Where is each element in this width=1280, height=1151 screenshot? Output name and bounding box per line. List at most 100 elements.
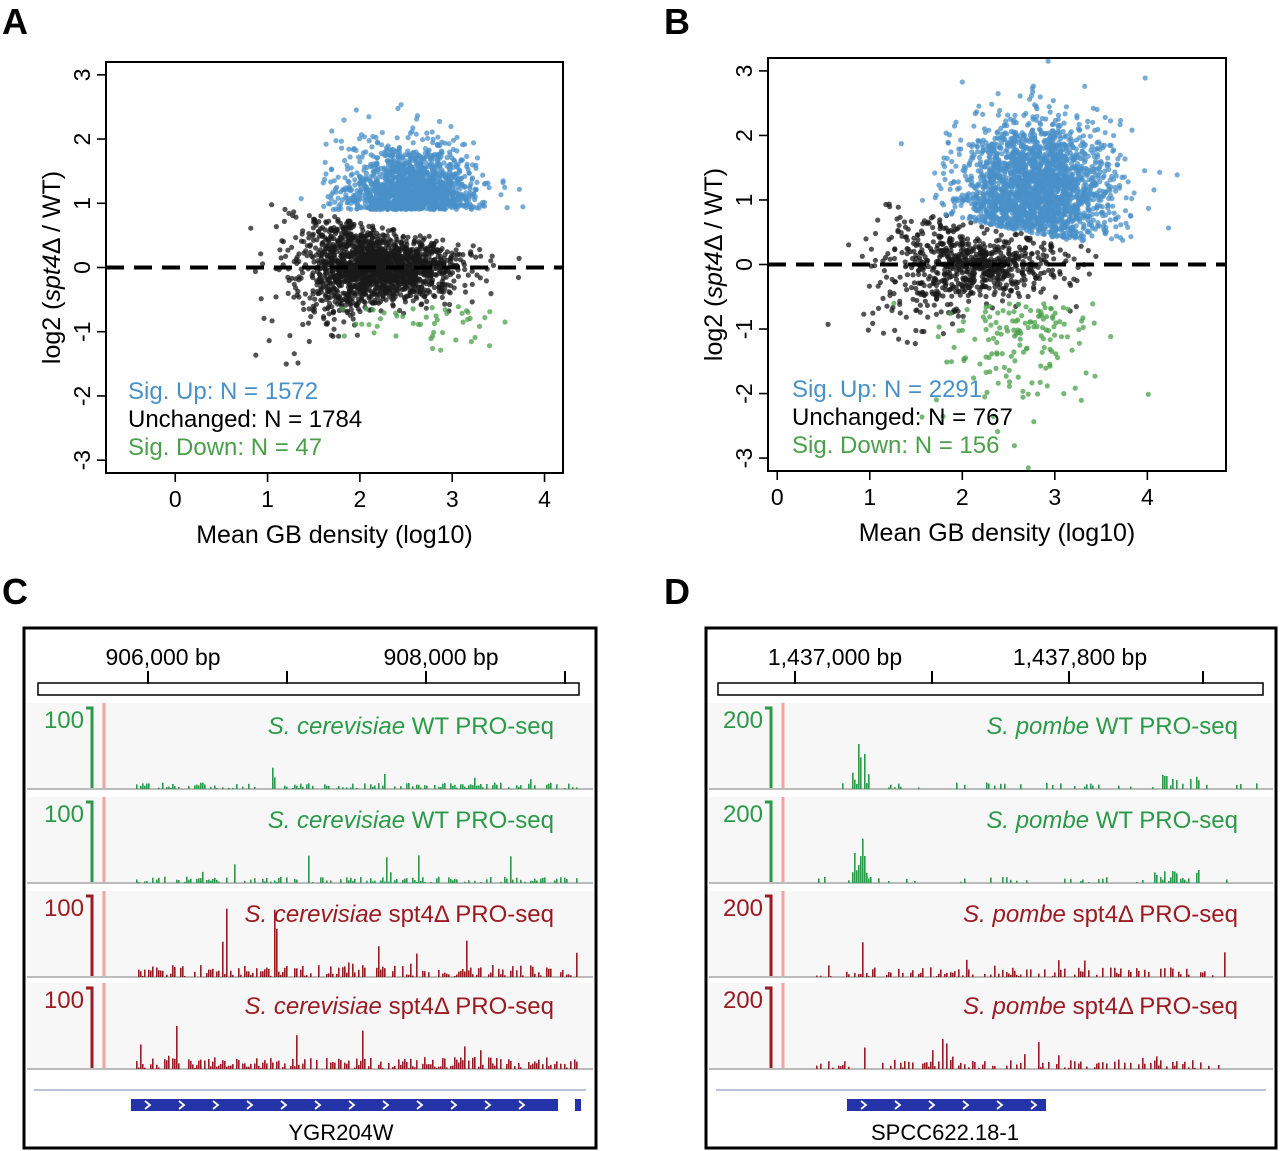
scatter-point-up	[430, 136, 436, 142]
y-axis-label-part: log2 (	[38, 301, 66, 364]
scatter-point-unchanged	[921, 272, 928, 278]
scatter-point-up	[325, 194, 331, 200]
scatter-point-unchanged	[859, 253, 865, 259]
scatter-point-unchanged	[516, 255, 522, 261]
scatter-point-up	[371, 196, 377, 203]
scatter-point-unchanged	[352, 292, 358, 298]
scatter-point-unchanged	[987, 243, 993, 249]
scatter-point-up	[1120, 237, 1126, 243]
scatter-point-unchanged	[469, 281, 475, 287]
scatter-point-unchanged	[974, 236, 981, 242]
scatter-point-unchanged	[980, 241, 986, 247]
scatter-point-unchanged	[925, 243, 931, 249]
scatter-point-unchanged	[336, 294, 342, 300]
scatter-point-unchanged	[394, 290, 400, 296]
scatter-point-up	[469, 175, 476, 181]
scatter-point-unchanged	[1027, 237, 1033, 243]
scatter-point-up	[390, 178, 396, 184]
scatter-point-unchanged	[310, 237, 317, 243]
scatter-point-unchanged	[329, 304, 335, 310]
scatter-point-unchanged	[1051, 256, 1057, 262]
scatter-point-up	[321, 203, 327, 209]
scatter-point-up	[450, 146, 456, 153]
scatter-point-up	[363, 190, 369, 196]
scatter-point-unchanged	[1041, 240, 1047, 246]
scatter-point-down	[486, 343, 493, 349]
scatter-point-unchanged	[355, 244, 361, 250]
scatter-point-unchanged	[322, 265, 328, 271]
scatter-point-up	[352, 182, 358, 188]
scatter-point-unchanged	[309, 253, 315, 259]
scatter-point-unchanged	[453, 256, 459, 262]
scatter-point-unchanged	[1000, 244, 1006, 250]
scatter-point-unchanged	[889, 307, 895, 314]
scatter-point-unchanged	[338, 231, 344, 237]
scatter-point-up	[473, 162, 479, 168]
scatter-point-unchanged	[1014, 285, 1020, 291]
scatter-point-unchanged	[347, 218, 353, 224]
scatter-point-down	[363, 306, 369, 312]
scatter-point-unchanged	[324, 297, 330, 303]
scatter-point-up	[449, 155, 455, 161]
scatter-point-unchanged	[278, 255, 284, 261]
scatter-point-unchanged	[992, 266, 998, 272]
scatter-point-up	[436, 118, 443, 125]
scatter-point-unchanged	[917, 242, 923, 248]
scatter-point-unchanged	[1015, 279, 1021, 285]
scatter-point-up	[932, 170, 938, 176]
scatter-point-unchanged	[946, 287, 952, 293]
scatter-point-up	[432, 204, 438, 210]
scatter-point-up	[383, 168, 389, 174]
scatter-point-unchanged	[1078, 243, 1084, 249]
scatter-point-unchanged	[387, 278, 393, 284]
scatter-point-up	[502, 184, 508, 190]
scatter-point-unchanged	[933, 291, 939, 297]
scatter-point-unchanged	[376, 233, 382, 239]
scatter-point-unchanged	[474, 272, 480, 278]
scatter-point-unchanged	[915, 237, 921, 243]
scatter-point-unchanged	[426, 233, 432, 239]
scatter-point-up	[411, 179, 417, 185]
scatter-point-unchanged	[298, 238, 305, 244]
scatter-point-unchanged	[340, 225, 346, 231]
scatter-point-up	[424, 130, 430, 136]
scatter-point-unchanged	[949, 293, 955, 299]
scatter-point-unchanged	[296, 277, 302, 283]
scatter-point-unchanged	[312, 216, 318, 223]
scatter-point-up	[962, 173, 969, 179]
scatter-point-down	[476, 323, 483, 329]
scatter-point-up	[385, 152, 391, 158]
scatter-point-unchanged	[379, 225, 385, 231]
scatter-point-unchanged	[334, 227, 340, 233]
scatter-point-unchanged	[897, 310, 903, 316]
scatter-point-unchanged	[993, 249, 999, 255]
scatter-point-unchanged	[457, 257, 463, 263]
scatter-point-unchanged	[350, 237, 356, 243]
panel-letter-b: B	[664, 1, 690, 42]
scatter-point-up	[385, 143, 391, 149]
scatter-point-unchanged	[970, 290, 976, 296]
scatter-point-unchanged	[918, 291, 924, 297]
scatter-point-up	[352, 177, 358, 183]
scatter-point-up	[454, 134, 460, 140]
scatter-point-unchanged	[393, 233, 399, 240]
scatter-point-up	[390, 202, 396, 208]
scatter-point-up	[1125, 179, 1131, 185]
scatter-point-up	[381, 182, 387, 189]
scatter-point-up	[413, 131, 419, 137]
scatter-point-up	[418, 154, 424, 160]
scatter-point-unchanged	[955, 313, 962, 319]
scatter-point-up	[356, 136, 363, 142]
scatter-point-unchanged	[1002, 255, 1008, 261]
scatter-point-up	[398, 167, 404, 173]
scatter-point-unchanged	[402, 286, 408, 292]
scatter-point-up	[322, 176, 328, 182]
scatter-point-unchanged	[1061, 276, 1067, 282]
scatter-point-up	[454, 164, 460, 170]
scatter-point-unchanged	[994, 238, 1000, 244]
scatter-point-unchanged	[302, 291, 308, 297]
panel-letter-a: A	[2, 1, 28, 42]
scatter-point-unchanged	[981, 254, 987, 260]
y-tick-label: 2	[69, 133, 95, 146]
y-axis-label-part: spt4	[38, 254, 66, 301]
